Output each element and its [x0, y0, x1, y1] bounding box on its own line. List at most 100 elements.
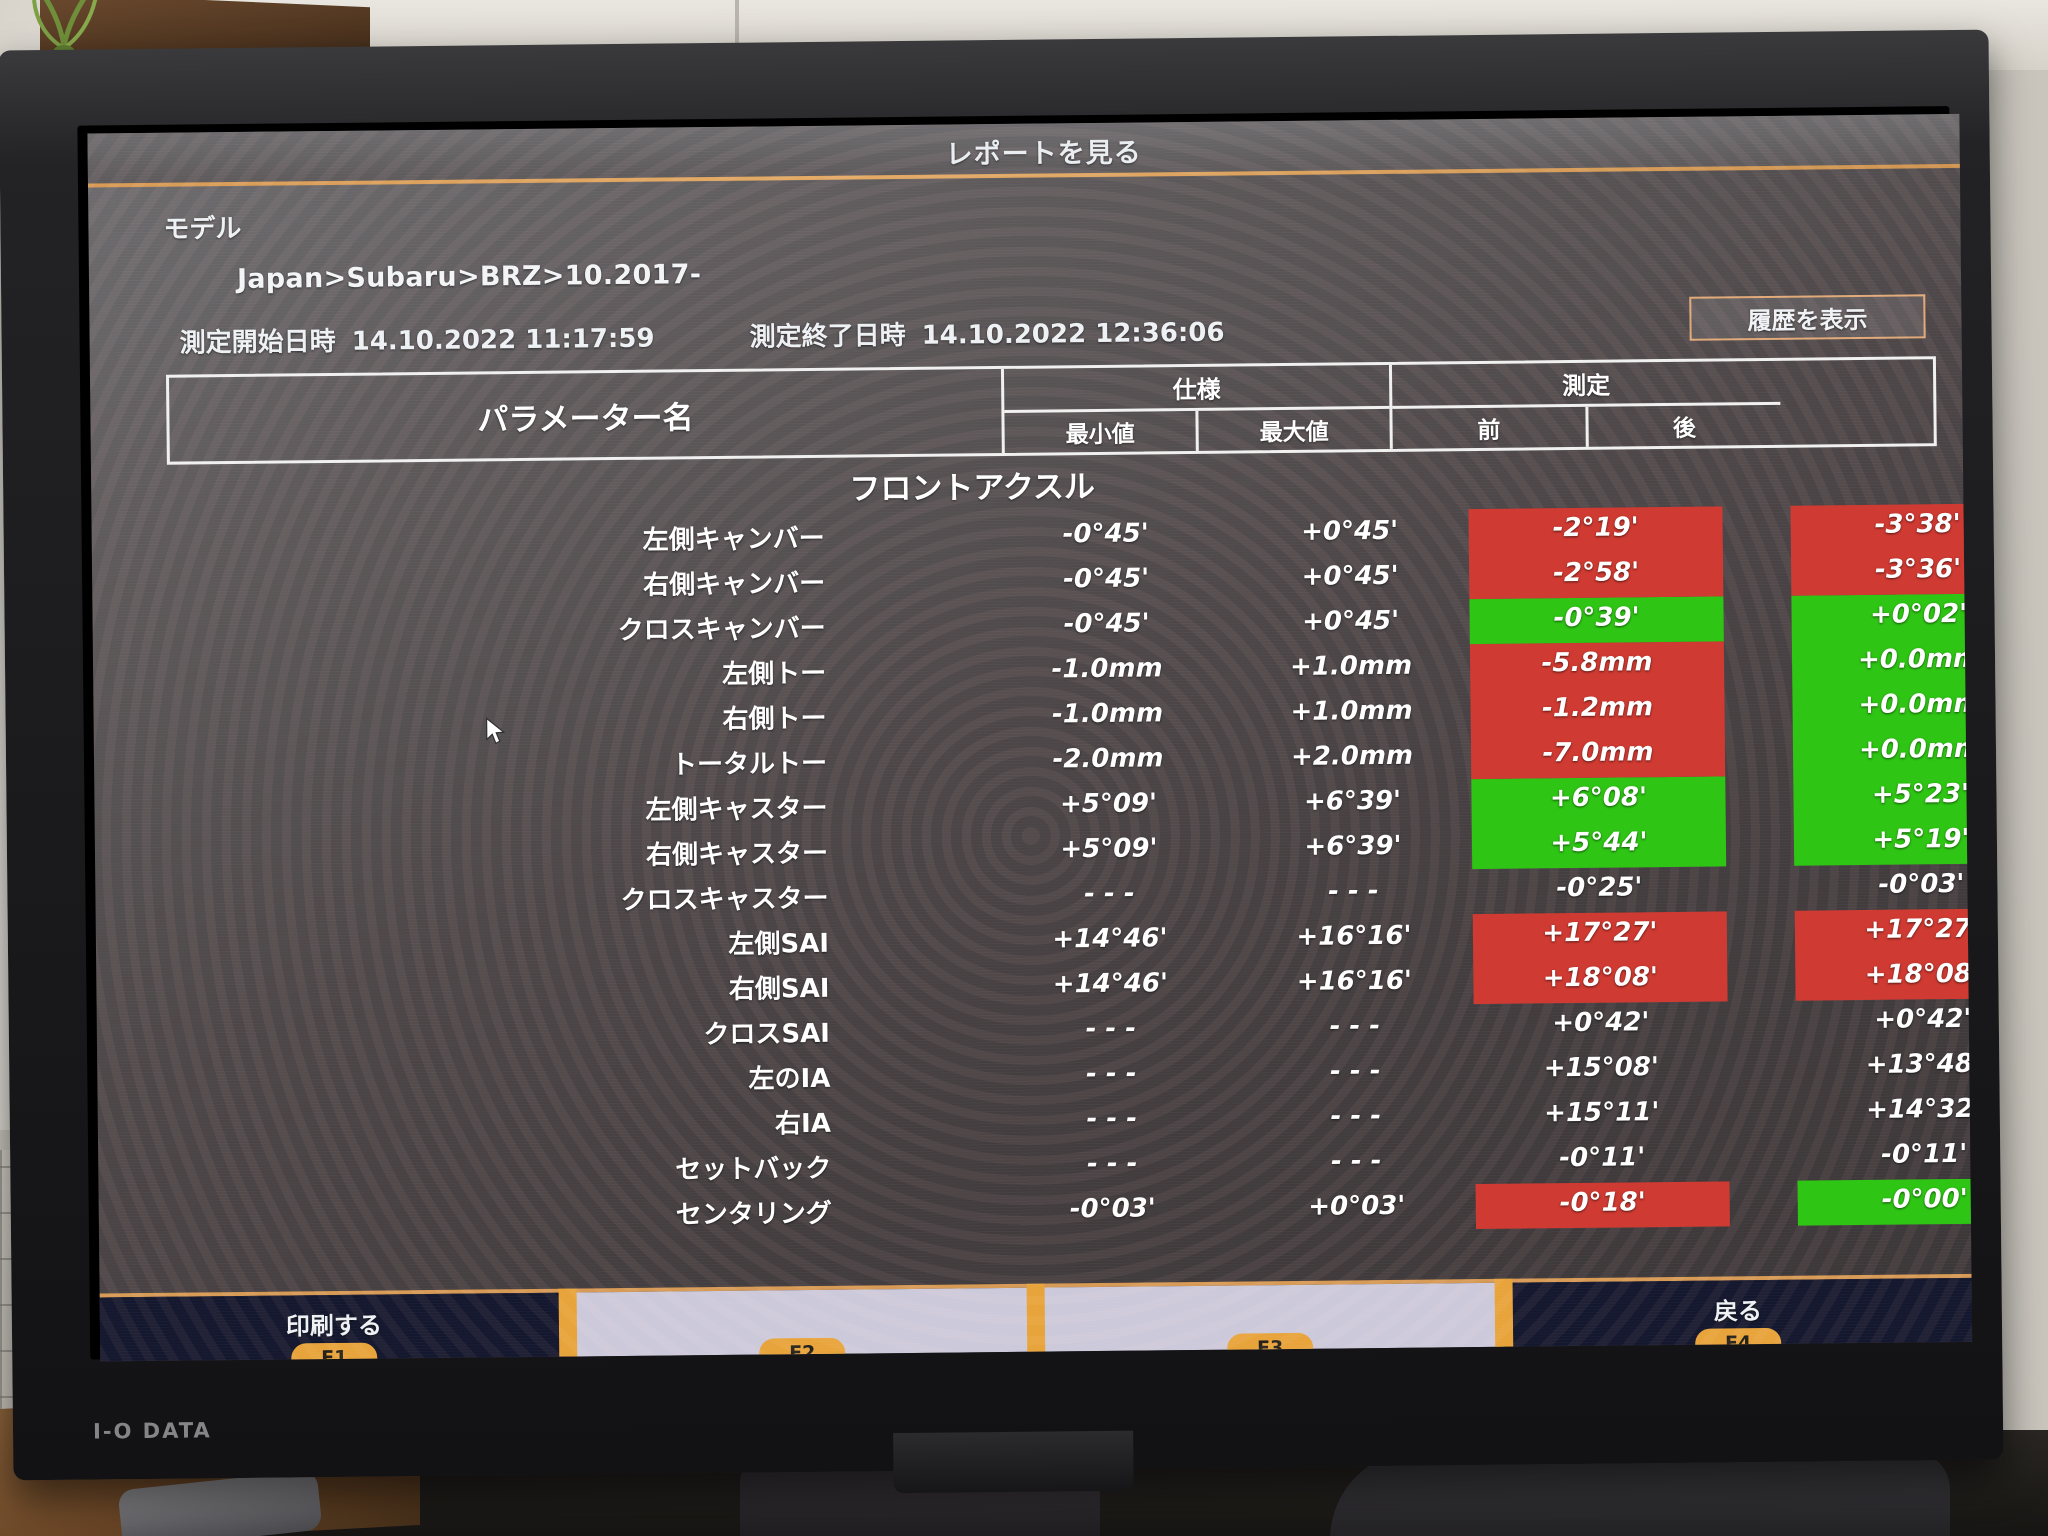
spec-min-value: +14°46' — [1052, 967, 1169, 999]
spec-min-value: -0°45' — [1063, 607, 1150, 639]
spec-max-value: - - - — [1328, 875, 1379, 907]
table-header-after: 後 — [1672, 415, 1697, 442]
parameter-name: 右側キャンバー — [643, 568, 826, 601]
model-label: モデル — [163, 213, 242, 245]
parameter-name: クロスキャンバー — [617, 613, 826, 647]
measured-after-value: -3°38' — [1874, 508, 1961, 540]
measured-after-value: -3°36' — [1874, 553, 1962, 585]
parameter-name: 右側キャスター — [645, 838, 829, 871]
parameter-name: クロスキャスター — [620, 883, 829, 916]
measured-after-value: -0°00' — [1881, 1183, 1968, 1215]
table-header-parameter: パラメーター名 — [169, 368, 1005, 462]
wall-seam — [735, 0, 739, 48]
parameter-name: セットバック — [675, 1153, 832, 1186]
measured-before-value: +5°44' — [1550, 827, 1648, 859]
parameter-name: クロスSAI — [703, 1018, 831, 1051]
function-key-label-f1: 印刷する — [285, 1311, 383, 1341]
monitor: I-O DATA レポートを見る モデル Japan>Subaru>BRZ>10… — [0, 29, 2004, 1494]
application-screen: レポートを見る モデル Japan>Subaru>BRZ>10.2017- 測定… — [87, 113, 1973, 1362]
parameter-name: 右側SAI — [728, 973, 830, 1005]
measured-before-value: -0°39' — [1553, 602, 1640, 634]
measurement-start: 測定開始日時 14.10.2022 11:17:59 — [179, 318, 654, 360]
spec-min-value: +14°46' — [1052, 922, 1168, 954]
spec-max-value: - - - — [1329, 1055, 1381, 1087]
measured-before-value: -2°19' — [1552, 512, 1639, 544]
measured-before-value: -7.0mm — [1542, 737, 1654, 769]
measured-before-value: -0°11' — [1559, 1142, 1646, 1174]
spec-min-value: - - - — [1086, 1148, 1138, 1179]
spec-max-value: +0°45' — [1301, 605, 1400, 637]
measurement-end: 測定終了日時 14.10.2022 12:36:06 — [749, 312, 1224, 354]
spec-max-value: +16°16' — [1296, 920, 1412, 952]
function-key-slot-f4[interactable]: 戻る F4 — [1494, 1277, 1973, 1359]
spec-max-value: +1.0mm — [1290, 695, 1413, 727]
spec-min-value: - - - — [1085, 1058, 1137, 1089]
show-history-button[interactable]: 履歴を表示 — [1689, 294, 1926, 341]
measured-after-value: -0°11' — [1881, 1138, 1968, 1170]
measured-before-value: +17°27' — [1542, 917, 1658, 949]
function-key-badge-f1[interactable]: F1 — [291, 1342, 378, 1362]
measured-before-value: -2°58' — [1552, 557, 1640, 589]
measured-after-value: +14°32' — [1866, 1093, 1973, 1125]
spec-min-value: +5°09' — [1060, 832, 1158, 864]
spec-max-value: - - - — [1330, 1100, 1382, 1132]
measured-before-value: -0°25' — [1556, 872, 1643, 904]
spec-max-value: +1.0mm — [1289, 650, 1413, 682]
function-key-slot-f2[interactable]: F2 — [558, 1287, 1037, 1362]
parameter-name: 左側キャスター — [645, 793, 828, 826]
monitor-stand — [893, 1430, 1134, 1494]
spec-min-value: - - - — [1084, 878, 1135, 909]
measured-after-value: +0.0mm — [1858, 733, 1973, 766]
table-header-before: 前 — [1392, 406, 1589, 449]
function-key-label-f4: 戻る — [1713, 1296, 1763, 1326]
spec-max-value: - - - — [1330, 1145, 1382, 1177]
spec-max-value: +6°39' — [1303, 785, 1402, 817]
measured-after-value: +13°48' — [1865, 1048, 1973, 1080]
spec-min-value: -1.0mm — [1051, 697, 1164, 729]
function-key-divider — [1026, 1283, 1046, 1352]
mouse-cursor — [485, 717, 508, 753]
function-key-slot-f3[interactable]: F3 — [1026, 1282, 1505, 1362]
table-body: 左側キャンバー -0°45' +0°45' -2°19' -3°38' 右側キャンバー -0… — [168, 502, 1973, 1240]
parameter-name: 左のIA — [748, 1063, 831, 1095]
table-header-groups: 仕様 最小値 最大値 測定 前 後 — [1003, 359, 1934, 453]
spec-min-value: -2.0mm — [1052, 742, 1164, 774]
spec-max-value: +0°45' — [1301, 515, 1399, 547]
spec-min-value: +5°09' — [1059, 787, 1158, 819]
window-title: レポートを見る — [945, 136, 1142, 171]
measured-before-value: -1.2mm — [1541, 692, 1654, 724]
spec-max-value: +6°39' — [1304, 830, 1402, 862]
parameter-name: 右側トー — [722, 703, 827, 735]
measured-before-value: -5.8mm — [1541, 647, 1653, 679]
parameter-name: トータルトー — [670, 748, 828, 781]
parameter-name: 左側トー — [721, 658, 827, 690]
measured-before-value: +18°08' — [1542, 962, 1659, 994]
function-key-slot-f1[interactable]: 印刷する F1 — [99, 1292, 569, 1362]
measured-before-value: +15°11' — [1544, 1097, 1660, 1129]
spec-max-value: +2.0mm — [1290, 740, 1414, 772]
measured-before-value: +15°08' — [1543, 1052, 1660, 1084]
measured-before-value: -0°18' — [1559, 1187, 1646, 1219]
spec-min-value: -0°03' — [1069, 1192, 1156, 1224]
table-header-measured-label: 測定 — [1391, 360, 1781, 409]
measured-after-value: +17°27' — [1864, 913, 1973, 945]
measured-before-value: +6°08' — [1549, 782, 1648, 814]
alignment-table: パラメーター名 仕様 最小値 最大値 測定 — [165, 356, 1973, 1240]
parameter-name: センタリング — [675, 1198, 832, 1231]
measured-after-value: +0.0mm — [1857, 643, 1973, 676]
measurement-end-value: 14.10.2022 12:36:06 — [921, 317, 1225, 351]
spec-max-value: +0°03' — [1308, 1190, 1406, 1222]
table-header-min: 最小値 — [1004, 410, 1199, 453]
model-path-value: Japan>Subaru>BRZ>10.2017- — [236, 259, 702, 295]
measured-after-value: +5°19' — [1872, 823, 1970, 855]
spec-max-value: +0°45' — [1301, 560, 1399, 592]
spec-min-value: -0°45' — [1062, 562, 1150, 594]
measured-after-value: +18°08' — [1864, 958, 1973, 990]
measurement-end-label: 測定終了日時 — [749, 320, 906, 353]
table-header-max: 最大値 — [1259, 419, 1329, 447]
measurement-start-label: 測定開始日時 — [179, 326, 336, 359]
spec-min-value: - - - — [1085, 1013, 1137, 1044]
parameter-name: 左側キャンバー — [642, 523, 825, 556]
table-header-spec-label: 仕様 — [1003, 364, 1390, 413]
